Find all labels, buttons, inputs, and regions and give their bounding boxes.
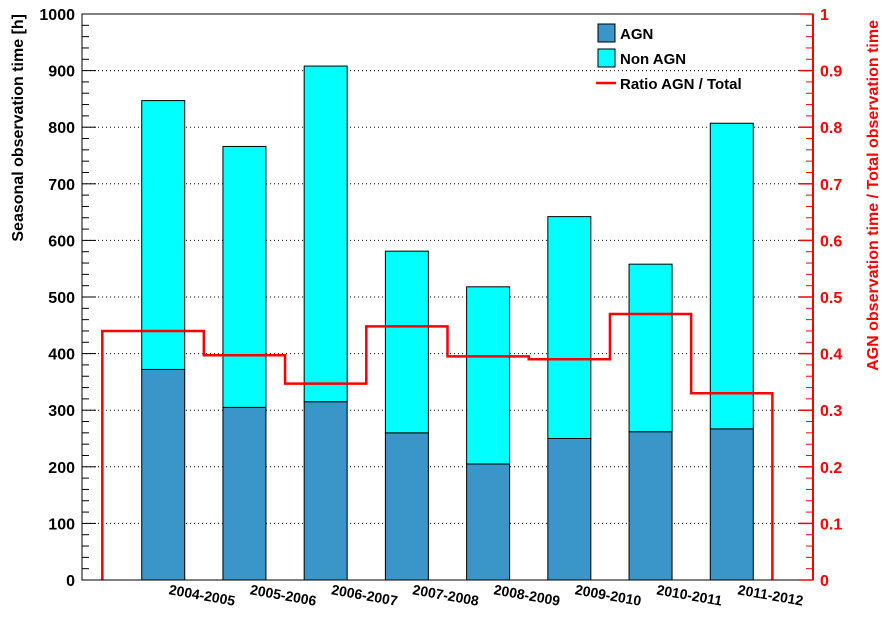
y-axis-title-right: AGN observation time / Total observation… bbox=[865, 20, 882, 371]
y-tick-label-right: 0.8 bbox=[820, 120, 842, 137]
y-tick-label-right: 0.5 bbox=[820, 290, 842, 307]
bar-non-agn bbox=[222, 145, 267, 408]
plot-frame bbox=[81, 13, 814, 581]
x-tick-label: 2004-2005 bbox=[168, 581, 237, 608]
bar-agn bbox=[628, 431, 673, 581]
bar-agn bbox=[141, 368, 186, 581]
bar-non-agn bbox=[466, 286, 511, 465]
bar-non-agn bbox=[628, 263, 673, 433]
x-tick-label: 2011-2012 bbox=[737, 581, 805, 608]
y-tick-label-right: 0 bbox=[820, 573, 829, 590]
y-tick-label-left: 700 bbox=[48, 177, 75, 194]
x-tick-label: 2006-2007 bbox=[330, 581, 399, 608]
y-tick-label-left: 200 bbox=[48, 460, 75, 477]
y-tick-label-left: 300 bbox=[48, 403, 75, 420]
y-tick-label-left: 0 bbox=[66, 573, 75, 590]
y-tick-label-right: 0.7 bbox=[820, 177, 842, 194]
x-tick-label: 2007-2008 bbox=[411, 581, 480, 608]
bar-non-agn bbox=[709, 122, 754, 430]
bar-agn bbox=[384, 432, 429, 581]
y-tick-label-right: 0.6 bbox=[820, 233, 842, 250]
y-tick-label-right: 1 bbox=[820, 7, 829, 24]
y-tick-label-left: 400 bbox=[48, 347, 75, 364]
y-tick-label-right: 0.1 bbox=[820, 516, 842, 533]
legend-label: Non AGN bbox=[620, 51, 686, 68]
legend-label: AGN bbox=[620, 26, 653, 43]
y-tick-label-left: 1000 bbox=[39, 7, 75, 24]
y-tick-label-right: 0.3 bbox=[820, 403, 842, 420]
x-tick-label: 2005-2006 bbox=[249, 581, 318, 608]
bar-agn bbox=[709, 428, 754, 581]
y-tick-label-left: 900 bbox=[48, 64, 75, 81]
x-tick-label: 2009-2010 bbox=[574, 581, 643, 608]
y-tick-label-left: 100 bbox=[48, 516, 75, 533]
bar-non-agn bbox=[303, 65, 348, 403]
bar-agn bbox=[547, 438, 592, 581]
legend-label: Ratio AGN / Total bbox=[620, 76, 742, 93]
x-tick-label: 2010-2011 bbox=[655, 581, 723, 608]
y-tick-label-left: 800 bbox=[48, 120, 75, 137]
y-tick-label-left: 500 bbox=[48, 290, 75, 307]
bar-non-agn bbox=[141, 100, 186, 370]
y-axis-title-left: Seasonal observation time [h] bbox=[10, 14, 27, 242]
bar-agn bbox=[303, 401, 348, 581]
bar-non-agn bbox=[547, 216, 592, 439]
bar-agn bbox=[222, 406, 267, 581]
ratio-step-line bbox=[101, 312, 774, 580]
bar-non-agn bbox=[384, 250, 429, 434]
legend-swatch-non-agn bbox=[597, 48, 616, 68]
x-tick-label: 2008-2009 bbox=[493, 581, 562, 608]
y-tick-label-right: 0.4 bbox=[820, 347, 842, 364]
y-tick-label-right: 0.2 bbox=[820, 460, 842, 477]
y-tick-label-left: 600 bbox=[48, 233, 75, 250]
bar-agn bbox=[466, 463, 511, 581]
legend-swatch-agn bbox=[597, 23, 616, 43]
y-tick-label-right: 0.9 bbox=[820, 64, 842, 81]
